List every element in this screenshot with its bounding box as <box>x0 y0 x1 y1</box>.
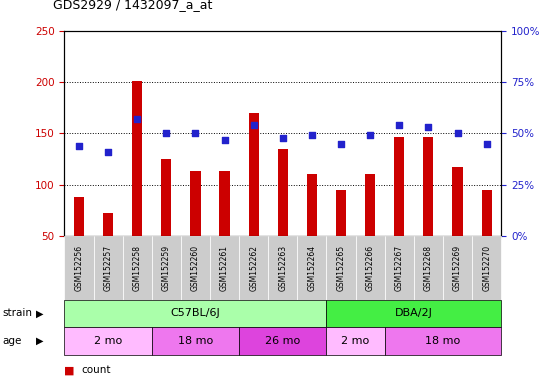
Point <box>278 134 287 141</box>
Point <box>220 137 229 143</box>
Point <box>104 149 113 155</box>
Point <box>307 132 316 139</box>
Bar <box>161 159 171 236</box>
Text: ■: ■ <box>64 365 75 375</box>
Text: strain: strain <box>3 308 33 318</box>
Point <box>395 122 404 128</box>
Bar <box>336 190 346 236</box>
Bar <box>103 212 113 236</box>
Bar <box>365 174 375 236</box>
Text: C57BL/6J: C57BL/6J <box>171 308 220 318</box>
Text: GSM152260: GSM152260 <box>191 245 200 291</box>
Text: 18 mo: 18 mo <box>178 336 213 346</box>
Point <box>191 131 200 137</box>
Bar <box>190 171 200 236</box>
Text: 26 mo: 26 mo <box>265 336 300 346</box>
Text: GSM152263: GSM152263 <box>278 245 287 291</box>
Point <box>482 141 491 147</box>
Point <box>133 116 142 122</box>
Text: 2 mo: 2 mo <box>342 336 370 346</box>
Text: count: count <box>81 365 111 375</box>
Text: GSM152261: GSM152261 <box>220 245 229 291</box>
Text: GSM152262: GSM152262 <box>249 245 258 291</box>
Text: GSM152268: GSM152268 <box>424 245 433 291</box>
Text: GSM152258: GSM152258 <box>133 245 142 291</box>
Text: 2 mo: 2 mo <box>94 336 122 346</box>
Text: GSM152257: GSM152257 <box>104 245 113 291</box>
Bar <box>278 149 288 236</box>
Text: GSM152267: GSM152267 <box>395 245 404 291</box>
Text: ▶: ▶ <box>36 336 44 346</box>
Text: GSM152266: GSM152266 <box>366 245 375 291</box>
Bar <box>423 137 433 236</box>
Bar <box>482 190 492 236</box>
Text: 18 mo: 18 mo <box>426 336 460 346</box>
Text: DBA/2J: DBA/2J <box>395 308 433 318</box>
Point <box>424 124 433 130</box>
Bar <box>452 167 463 236</box>
Bar <box>307 174 317 236</box>
Point <box>74 143 83 149</box>
Text: age: age <box>3 336 22 346</box>
Text: GSM152270: GSM152270 <box>482 245 491 291</box>
Text: GSM152264: GSM152264 <box>307 245 316 291</box>
Text: GDS2929 / 1432097_a_at: GDS2929 / 1432097_a_at <box>53 0 213 12</box>
Bar <box>220 171 230 236</box>
Bar <box>394 137 404 236</box>
Bar <box>132 81 142 236</box>
Point <box>249 122 258 128</box>
Bar <box>249 113 259 236</box>
Bar <box>74 197 84 236</box>
Text: GSM152259: GSM152259 <box>162 245 171 291</box>
Point <box>453 131 462 137</box>
Text: GSM152256: GSM152256 <box>74 245 83 291</box>
Point <box>366 132 375 139</box>
Text: ▶: ▶ <box>36 308 44 318</box>
Point <box>337 141 346 147</box>
Text: GSM152269: GSM152269 <box>453 245 462 291</box>
Text: GSM152265: GSM152265 <box>337 245 346 291</box>
Point <box>162 131 171 137</box>
